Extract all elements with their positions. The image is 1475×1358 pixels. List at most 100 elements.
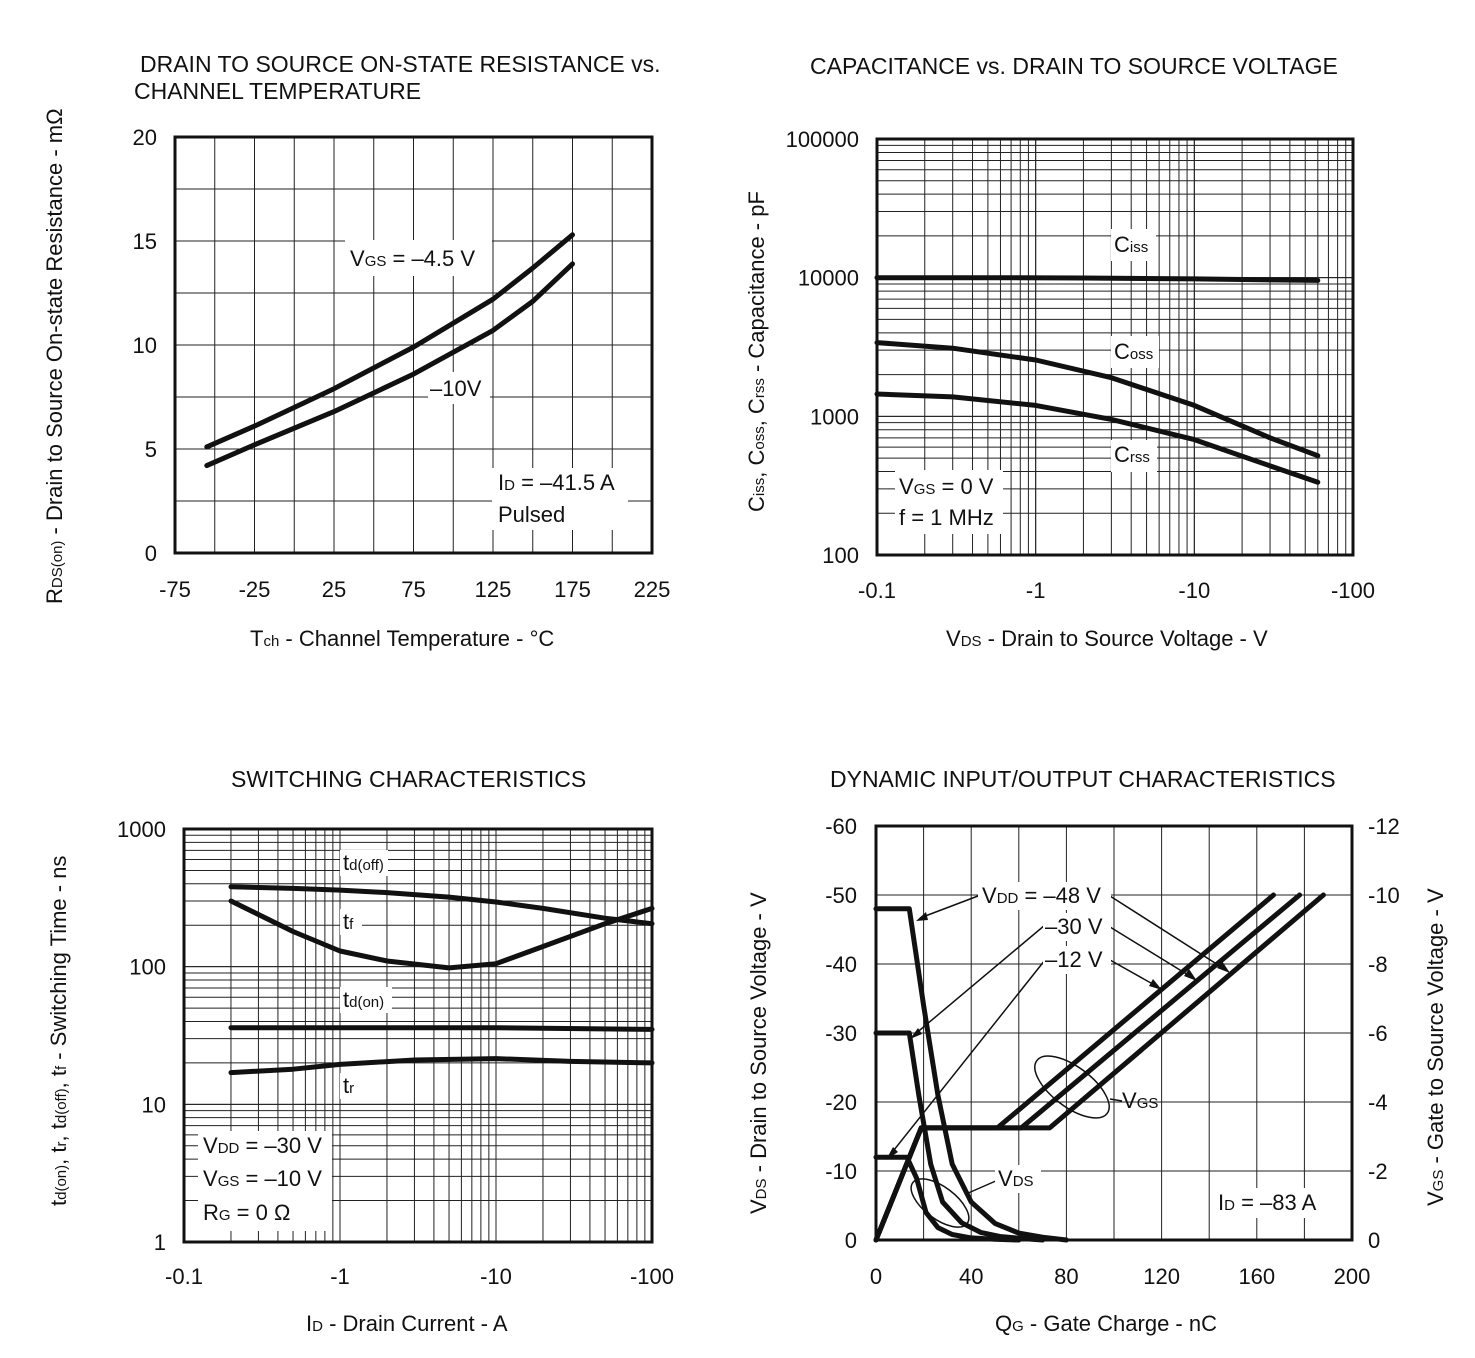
- y-tick-label: 1000: [117, 817, 166, 842]
- y-tick-label: -60: [825, 814, 857, 839]
- x-tick-label: -25: [239, 577, 271, 602]
- y-tick-label: -30: [825, 1021, 857, 1046]
- x-tick-label: -75: [159, 577, 191, 602]
- y-axis-label: VDS - Drain to Source Voltage - V: [746, 892, 771, 1214]
- y-tick-label: 100000: [786, 127, 859, 152]
- y-tick-label: 10: [133, 333, 157, 358]
- series-td-on: [228, 1025, 655, 1032]
- y-tick-label: -50: [825, 883, 857, 908]
- chart-title: SWITCHING CHARACTERISTICS: [231, 766, 586, 792]
- series-coss: [874, 340, 1321, 459]
- id-condition-label: ID = –83 A: [1218, 1190, 1317, 1215]
- id-condition-label: ID = –41.5 A: [498, 470, 615, 495]
- chart-dynamic-input-output: DYNAMIC INPUT/OUTPUT CHARACTERISTICS 0 40…: [746, 766, 1448, 1336]
- y-tick-label: 15: [133, 229, 157, 254]
- x-tick-label: 25: [322, 577, 346, 602]
- x-tick-label: 0: [870, 1264, 882, 1289]
- callout-arrows: [886, 895, 1230, 1228]
- y-tick-label: 20: [133, 125, 157, 150]
- y2-tick-label: -12: [1368, 814, 1400, 839]
- chart-title-line-1: DRAIN TO SOURCE ON-STATE RESISTANCE vs.: [140, 51, 661, 77]
- chart-title-line-2: CHANNEL TEMPERATURE: [134, 78, 421, 104]
- x-tick-label: 40: [959, 1264, 983, 1289]
- chart-title: DYNAMIC INPUT/OUTPUT CHARACTERISTICS: [830, 766, 1336, 792]
- y2-tick-label: -10: [1368, 883, 1400, 908]
- x-tick-label: -100: [1331, 578, 1375, 603]
- y-tick-label: 10: [142, 1092, 166, 1117]
- x-tick-label: 125: [475, 577, 512, 602]
- vgs-4-5v-label: VGS = –4.5 V: [350, 246, 475, 271]
- y-tick-label: 1: [154, 1230, 166, 1255]
- chart-title: CAPACITANCE vs. DRAIN TO SOURCE VOLTAGE: [810, 53, 1338, 79]
- x-tick-label: -0.1: [858, 578, 896, 603]
- y-tick-label: -10: [825, 1159, 857, 1184]
- plot-frame: [182, 827, 654, 1244]
- td-off-label: td(off): [343, 850, 384, 875]
- y2-axis-label: VGS - Gate to Source Voltage - V: [1423, 888, 1448, 1206]
- y-tick-label: 1000: [810, 404, 859, 429]
- y-axis-label: RDS(on) - Drain to Source On-state Resis…: [42, 108, 67, 604]
- y2-tick-label: -4: [1368, 1090, 1388, 1115]
- series-crss: [874, 391, 1321, 485]
- x-tick-label: 80: [1054, 1264, 1078, 1289]
- ciss-label: Ciss: [1114, 232, 1148, 257]
- pulsed-label: Pulsed: [498, 502, 565, 527]
- x-tick-label: 175: [554, 577, 591, 602]
- x-tick-label: 120: [1143, 1264, 1180, 1289]
- coss-label: Coss: [1114, 339, 1153, 364]
- vgs-curve-label: VGS: [1122, 1088, 1158, 1113]
- x-axis-label: QG - Gate Charge - nC: [995, 1311, 1217, 1336]
- vds-curve-label: VDS: [998, 1166, 1034, 1191]
- x-axis-label: Tch - Channel Temperature - °C: [250, 626, 554, 651]
- vdd-30v-label: –30 V: [1045, 914, 1103, 939]
- series-vds-vdd-48v: [873, 906, 1069, 1243]
- series-vgs-vdd-48v: [873, 892, 1326, 1243]
- y-tick-label: -20: [825, 1090, 857, 1115]
- chart-rds-vs-temperature: DRAIN TO SOURCE ON-STATE RESISTANCE vs. …: [42, 51, 670, 651]
- x-tick-label: 160: [1238, 1264, 1275, 1289]
- y-tick-label: 100: [129, 955, 166, 980]
- vdd-48v-label: VDD = –48 V: [982, 883, 1101, 908]
- rg-condition-label: RG = 0 Ω: [203, 1200, 290, 1225]
- y-axis-label: Ciss, Coss, Crss - Capacitance - pF: [744, 191, 769, 512]
- frequency-label: f = 1 MHz: [899, 505, 994, 530]
- td-on-label: td(on): [343, 987, 384, 1012]
- y-axis-label: td(on), tr, td(off), tf - Switching Time…: [46, 856, 71, 1206]
- vgs-condition-label: VGS = –10 V: [203, 1166, 322, 1191]
- x-tick-label: 200: [1334, 1264, 1371, 1289]
- x-tick-label: -10: [1178, 578, 1210, 603]
- series-ciss: [874, 275, 1321, 283]
- y-tick-label: 0: [845, 1228, 857, 1253]
- y-tick-label: -40: [825, 952, 857, 977]
- tr-label: tr: [343, 1073, 354, 1098]
- y2-tick-label: -6: [1368, 1021, 1388, 1046]
- x-tick-label: -10: [480, 1264, 512, 1289]
- series-td-off: [228, 884, 655, 927]
- x-tick-label: 225: [634, 577, 671, 602]
- y-tick-label: 10000: [798, 266, 859, 291]
- plot-frame: [173, 135, 654, 555]
- y-tick-label: 0: [145, 541, 157, 566]
- vdd-condition-label: VDD = –30 V: [203, 1133, 322, 1158]
- tf-label: tf: [343, 909, 354, 934]
- x-tick-label: -1: [330, 1264, 350, 1289]
- vgs-condition-label: VGS = 0 V: [899, 474, 994, 499]
- chart-capacitance-vs-vds: CAPACITANCE vs. DRAIN TO SOURCE VOLTAGE …: [744, 53, 1375, 651]
- plot-frame: [874, 824, 1354, 1242]
- x-tick-label: -1: [1026, 578, 1046, 603]
- series-tr: [228, 1056, 655, 1076]
- y-tick-label: 5: [145, 437, 157, 462]
- chart-switching-characteristics: SWITCHING CHARACTERISTICS -0.1 -1 -10 -100 1…: [46, 766, 674, 1336]
- y-tick-label: 100: [822, 543, 859, 568]
- series-tf: [228, 898, 655, 971]
- series-10v: [204, 261, 575, 469]
- vgs-10v-label: –10V: [430, 376, 482, 401]
- crss-label: Crss: [1114, 442, 1150, 467]
- series-vds-vdd-30v: [873, 1030, 1046, 1243]
- y2-tick-label: -2: [1368, 1159, 1388, 1184]
- series-vgs-4-5-v: [204, 232, 575, 450]
- x-tick-label: -100: [630, 1264, 674, 1289]
- y2-tick-label: 0: [1368, 1228, 1380, 1253]
- vdd-12v-label: –12 V: [1045, 947, 1103, 972]
